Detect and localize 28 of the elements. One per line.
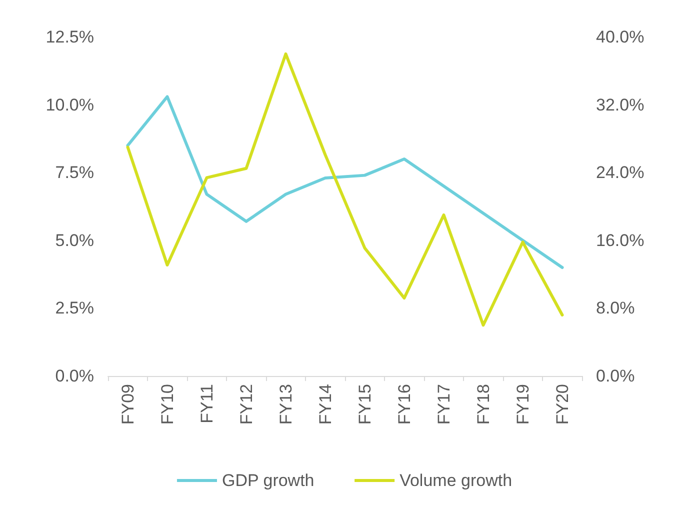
x-tick-label: FY18 xyxy=(474,384,493,425)
legend-label: Volume growth xyxy=(400,471,512,490)
x-tick-label: FY10 xyxy=(158,384,177,425)
y2-tick-label: 8.0% xyxy=(596,298,635,318)
y-tick-label: 2.5% xyxy=(55,298,94,318)
x-tick-label: FY17 xyxy=(434,384,454,425)
y2-tick-label: 40.0% xyxy=(596,28,644,46)
y2-tick-label: 24.0% xyxy=(596,163,644,182)
y-tick-label: 5.0% xyxy=(55,230,94,250)
legend-label: GDP growth xyxy=(222,471,314,490)
line-series xyxy=(126,95,564,270)
x-tick-label: FY14 xyxy=(316,384,335,425)
y-tick-label: 10.0% xyxy=(46,95,94,114)
x-tick-label: FY15 xyxy=(355,384,374,425)
y-tick-label: 0.0% xyxy=(55,366,94,386)
y-tick-label: 12.5% xyxy=(46,28,94,46)
x-tick-label: FY09 xyxy=(118,384,138,425)
x-tick-label: FY19 xyxy=(513,384,532,425)
x-tick-label: FY20 xyxy=(552,384,572,425)
y2-tick-label: 0.0% xyxy=(596,366,635,386)
y-tick-label: 7.5% xyxy=(55,163,94,182)
x-tick-label: FY16 xyxy=(394,384,414,425)
x-tick-label: FY13 xyxy=(276,384,296,425)
y2-tick-label: 32.0% xyxy=(596,95,644,114)
line-series xyxy=(126,52,564,327)
y2-tick-label: 16.0% xyxy=(596,230,644,250)
x-tick-label: FY12 xyxy=(236,384,256,425)
x-tick-label: FY11 xyxy=(197,384,216,424)
